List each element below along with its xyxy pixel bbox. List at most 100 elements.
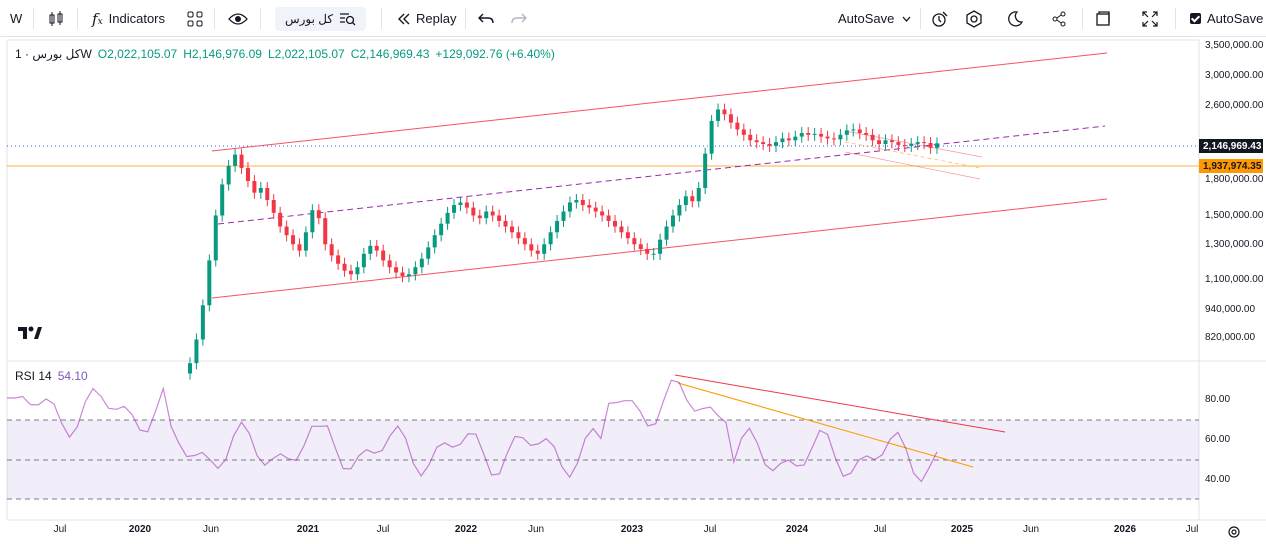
main-legend: کل بورس · 1W O2,022,105.07 H2,146,976.09… — [15, 47, 555, 61]
toolbar-divider — [920, 8, 921, 29]
time-tick: 2024 — [785, 524, 809, 535]
legend-open: O2,022,105.07 — [97, 47, 178, 61]
price-tick: 1,500,000.00 — [1205, 210, 1264, 221]
candle-body — [690, 196, 695, 202]
candle-body — [342, 263, 347, 271]
candle-body — [464, 202, 469, 208]
price-tick: 3,500,000.00 — [1205, 40, 1264, 51]
rsi-line — [7, 379, 938, 483]
candle-body — [761, 142, 766, 144]
symbol-label: کل بورس — [284, 12, 334, 26]
top-toolbar: W fx Indicators کل بورس Replay AutoSave — [0, 0, 1266, 37]
indicators-button[interactable]: fx Indicators — [92, 0, 165, 37]
checkbox-icon[interactable] — [1190, 13, 1201, 24]
legend-close: C2,146,969.43 — [350, 47, 430, 61]
tradingview-logo[interactable] — [17, 325, 43, 346]
legend-title[interactable]: کل بورس · 1W — [15, 47, 92, 61]
rsi-orange-trendline[interactable] — [677, 382, 974, 468]
channel-mid-line[interactable] — [217, 125, 1106, 225]
function-icon: fx — [92, 9, 103, 28]
candle-body — [361, 253, 366, 268]
candle-body — [741, 129, 746, 135]
snapshot-icon[interactable] — [1095, 0, 1111, 37]
price-tick: 2,600,000.00 — [1205, 100, 1264, 111]
replay-button[interactable]: Replay — [397, 0, 456, 37]
toolbar-divider — [33, 8, 34, 29]
candle-body — [252, 181, 257, 193]
autosave-toggle[interactable]: AutoSave — [1190, 0, 1263, 37]
candle-body — [812, 133, 817, 135]
candle-body — [207, 260, 212, 306]
axis-settings-icon[interactable] — [1228, 526, 1240, 538]
candle-body — [889, 140, 894, 143]
channel-upper-line[interactable] — [211, 52, 1108, 152]
candle-body — [516, 232, 521, 239]
autosave-dropdown[interactable]: AutoSave — [838, 0, 911, 37]
alert-icon[interactable] — [931, 0, 949, 37]
candle-body — [226, 165, 231, 185]
candle-body — [819, 133, 824, 137]
line-price-tag: 1,937,974.35 — [1199, 159, 1263, 173]
candle-body — [696, 187, 701, 202]
candle-body — [387, 260, 392, 268]
candle-body — [864, 133, 869, 135]
candle-body — [374, 245, 379, 251]
candle-body — [728, 114, 733, 123]
candle-body — [645, 248, 650, 254]
candles-icon[interactable] — [47, 0, 65, 37]
candle-body — [194, 339, 199, 364]
undo-icon[interactable] — [478, 0, 494, 37]
candle-body — [381, 250, 386, 261]
candle-body — [748, 134, 753, 141]
candle-body — [522, 238, 527, 245]
candle-body — [291, 235, 296, 245]
fullscreen-icon[interactable] — [1142, 0, 1158, 37]
share-icon[interactable] — [1051, 0, 1067, 37]
candle-body — [419, 258, 424, 268]
time-tick: Jul — [1185, 524, 1199, 535]
candle-body — [935, 143, 939, 148]
candle-body — [445, 212, 450, 224]
candle-body — [651, 253, 656, 255]
moon-icon[interactable] — [1007, 0, 1023, 37]
rsi-legend: RSI 14 54.10 — [15, 369, 88, 383]
candle-body — [799, 133, 804, 137]
candle-body — [529, 244, 534, 251]
time-tick: 2022 — [454, 524, 478, 535]
rsi-name[interactable]: RSI 14 — [15, 369, 52, 383]
time-tick: 2023 — [620, 524, 644, 535]
eye-icon[interactable] — [228, 0, 248, 37]
settings-icon[interactable] — [965, 0, 983, 37]
time-tick: Jul — [376, 524, 390, 535]
candle-body — [632, 238, 637, 245]
candle-body — [278, 212, 283, 227]
candle-body — [394, 267, 399, 273]
candle-body — [200, 305, 205, 340]
toolbar-divider — [1082, 8, 1083, 29]
rsi-red-trendline[interactable] — [674, 374, 1006, 433]
candle-body — [503, 220, 508, 227]
small-channel-upper[interactable] — [844, 130, 983, 158]
candle-body — [844, 130, 849, 135]
candle-body — [413, 267, 418, 275]
small-channel-mid[interactable] — [844, 141, 981, 169]
time-tick: Jun — [527, 524, 545, 535]
interval-label: W — [10, 11, 23, 26]
small-channel-lower[interactable] — [844, 151, 981, 180]
candle-body — [348, 270, 353, 275]
toolbar-divider — [465, 8, 466, 29]
toolbar-divider — [77, 8, 78, 29]
candle-body — [484, 211, 489, 219]
layouts-icon[interactable] — [187, 0, 203, 37]
redo-icon[interactable] — [511, 0, 527, 37]
price-tick: 1,100,000.00 — [1205, 274, 1264, 285]
symbol-search-button[interactable]: کل بورس — [275, 7, 366, 31]
candle-body — [735, 122, 740, 130]
interval-button[interactable]: W — [10, 0, 22, 37]
candle-body — [580, 200, 585, 206]
candle-body — [258, 187, 263, 193]
candle-body — [490, 211, 495, 216]
candle-body — [406, 274, 411, 277]
time-tick: Jul — [873, 524, 887, 535]
